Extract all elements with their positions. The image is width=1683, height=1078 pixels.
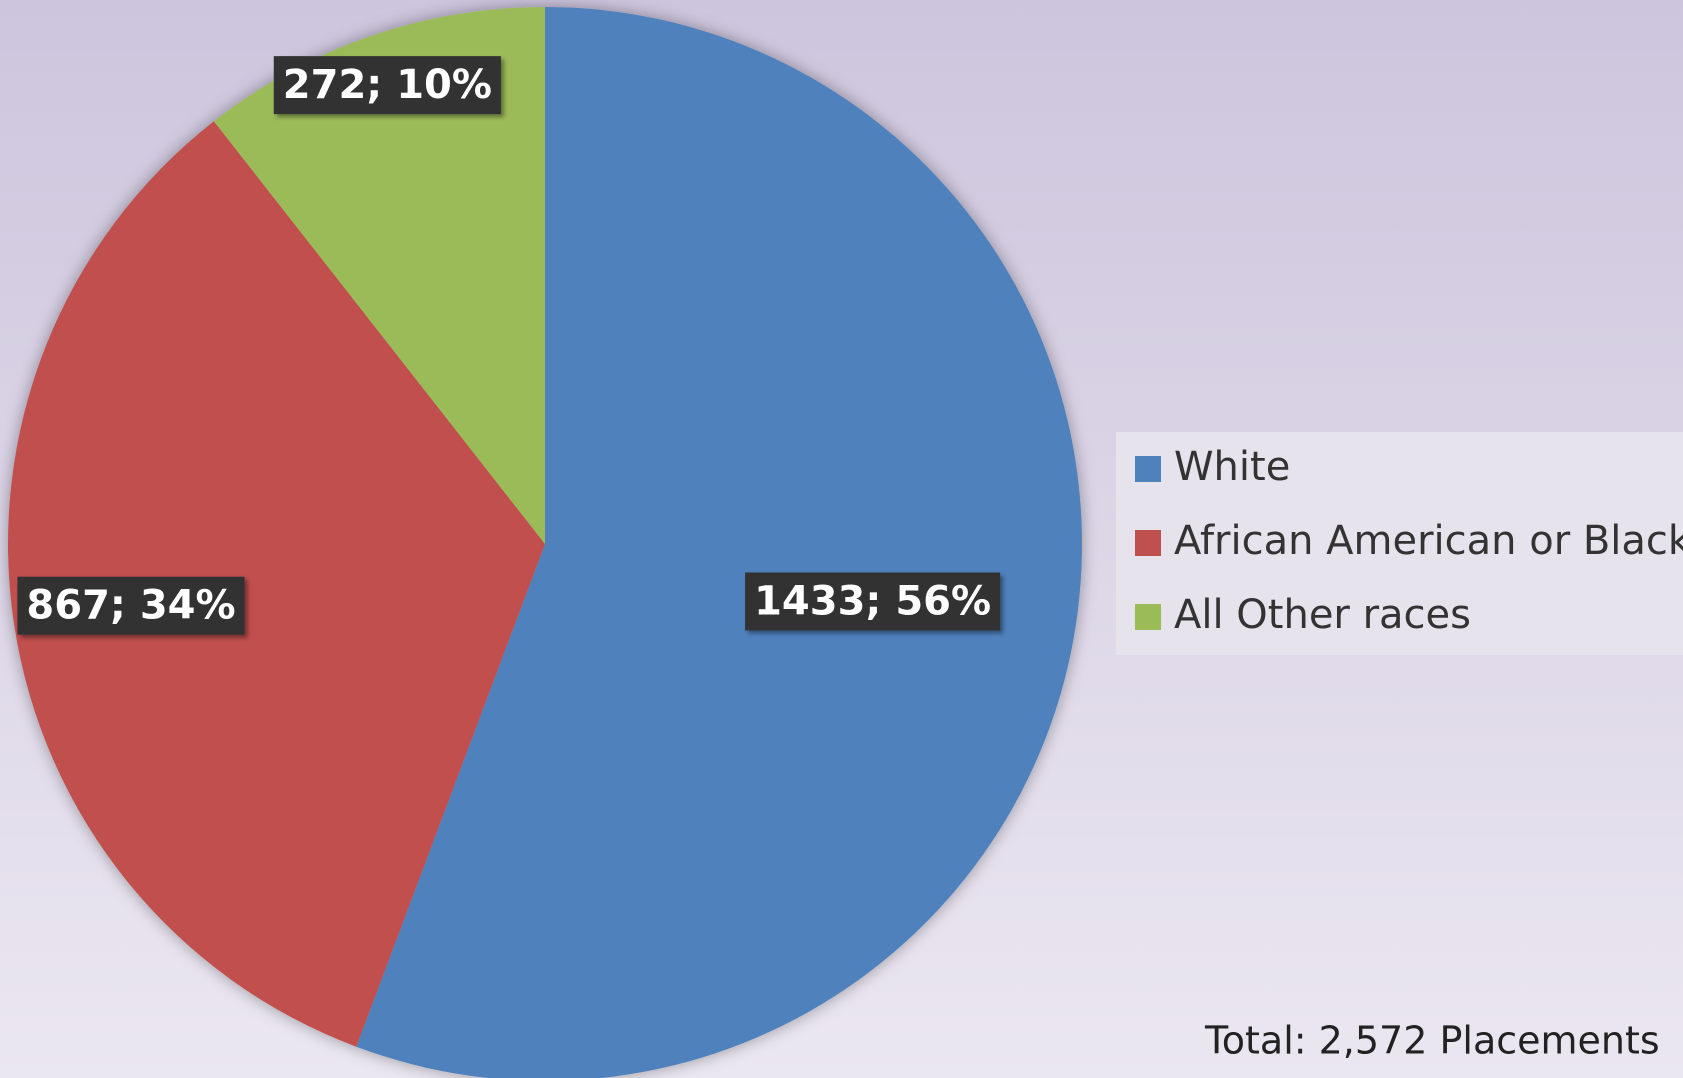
pie-slice xyxy=(8,121,546,1047)
legend-swatch xyxy=(1135,530,1161,556)
annotation: Total: 2,572 Placements xyxy=(1204,1019,1660,1063)
legend-label: All Other races xyxy=(1174,592,1471,638)
legend-swatch xyxy=(1135,456,1161,482)
data-label-box xyxy=(273,56,501,115)
data-label: 272; 10% xyxy=(283,62,492,108)
data-label: 1433; 56% xyxy=(754,578,991,624)
data-label-box xyxy=(745,572,1001,631)
legend-label: White xyxy=(1174,444,1290,490)
pie-slice xyxy=(213,7,545,544)
legend-label: African American or Black xyxy=(1174,518,1683,564)
pie xyxy=(8,7,1083,1078)
data-label: 867; 34% xyxy=(26,583,235,629)
legend-swatch xyxy=(1135,604,1161,630)
data-label-box xyxy=(17,576,245,635)
legend-box xyxy=(1116,432,1683,655)
pie-slice xyxy=(356,7,1083,1078)
